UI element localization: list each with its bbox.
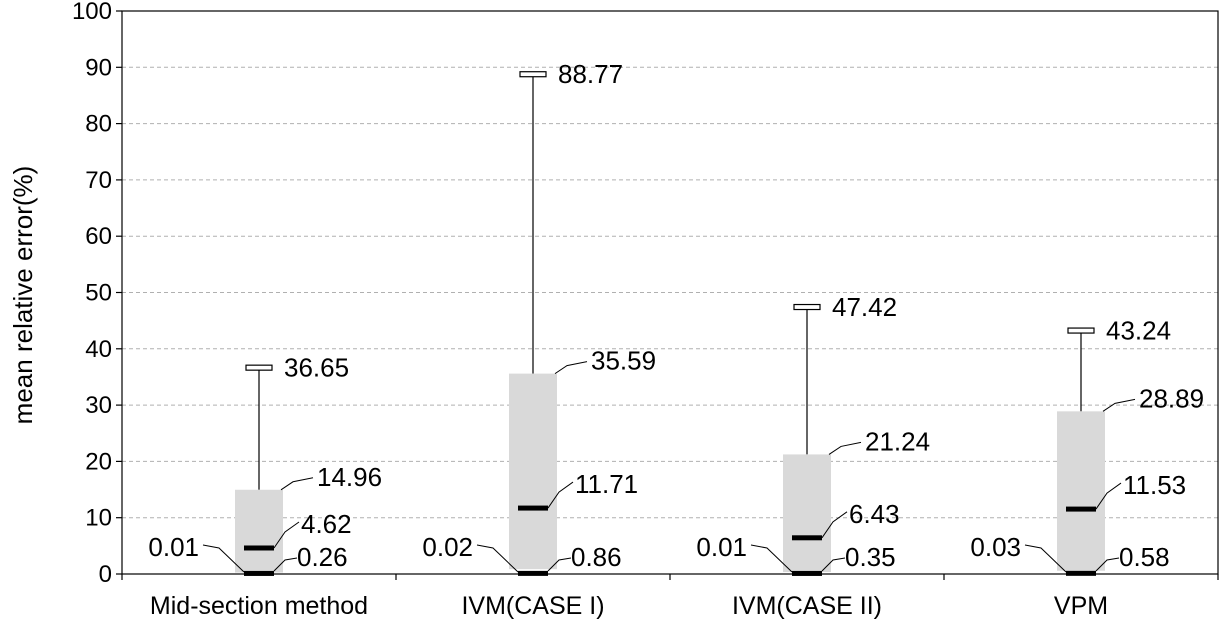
q3-value-label: 14.96: [317, 462, 382, 492]
q1-value-label: 0.26: [297, 542, 348, 572]
q3-value-label: 35.59: [591, 346, 656, 376]
y-tick-label: 40: [85, 336, 112, 363]
iqr-box: [509, 373, 557, 570]
median-marker: [518, 505, 548, 511]
box-series: [235, 71, 1105, 576]
y-tick-label: 30: [85, 392, 112, 419]
grid-lines: [122, 66, 1218, 519]
q3-leader-line: [1102, 398, 1136, 412]
median-value-label: 4.62: [301, 509, 352, 539]
min-marker: [518, 570, 548, 576]
y-tick-label: 80: [85, 111, 112, 138]
median-marker: [792, 535, 822, 541]
median-leader-line: [1095, 482, 1122, 510]
median-leader-line: [273, 521, 300, 549]
x-category-label: Mid-section method: [150, 592, 368, 620]
median-value-label: 11.53: [1123, 470, 1186, 500]
min-marker: [1066, 570, 1096, 576]
y-tick-label: 0: [99, 561, 112, 588]
q1-leader-line: [1095, 557, 1120, 572]
y-tick-label: 90: [85, 54, 112, 81]
iqr-box: [783, 454, 831, 573]
y-axis-label: mean relative error(%): [8, 166, 38, 425]
max-cap: [519, 71, 547, 78]
y-tick-label: 10: [85, 505, 112, 532]
max-value-label: 43.24: [1106, 316, 1171, 346]
q1-leader-line: [273, 557, 298, 572]
y-tick-label: 60: [85, 223, 112, 250]
y-tick-label: 50: [85, 280, 112, 307]
iqr-box: [235, 489, 283, 573]
min-value-label: 0.02: [422, 532, 473, 562]
x-category-label: IVM(CASE II): [732, 592, 882, 620]
q1-value-label: 0.58: [1119, 542, 1170, 572]
median-marker: [244, 545, 274, 551]
max-cap: [793, 303, 821, 311]
q3-value-label: 21.24: [865, 426, 930, 456]
q1-value-label: 0.86: [571, 542, 622, 572]
min-leader-line: [750, 544, 793, 573]
q3-leader-line: [828, 441, 862, 455]
median-marker: [1066, 506, 1096, 512]
median-leader-line: [821, 511, 848, 539]
axes: 0 10 20 30 40 50 60 70 80 90 100 Mid-section method…: [72, 0, 1219, 620]
max-cap: [1067, 327, 1095, 334]
median-leader-line: [547, 481, 574, 509]
min-leader-line: [202, 544, 245, 573]
x-category-label: IVM(CASE I): [461, 592, 604, 620]
q1-leader-line: [547, 557, 572, 572]
min-value-label: 0.01: [148, 532, 199, 562]
x-category-label: VPM: [1054, 592, 1108, 620]
y-tick-label: 70: [85, 167, 112, 194]
q3-value-label: 28.89: [1139, 383, 1204, 413]
y-tick-label: 20: [85, 448, 112, 475]
q1-leader-line: [821, 557, 846, 572]
annotation-labels: 36.65 14.96 4.620.26 0.01 88.77 35.59 11.71 0.8…: [148, 59, 1204, 573]
q3-leader-line: [554, 361, 588, 375]
iqr-box: [1057, 411, 1105, 571]
y-tick-label: 100: [72, 0, 112, 25]
min-value-label: 0.03: [970, 532, 1021, 562]
q3-leader-line: [280, 477, 314, 491]
min-value-label: 0.01: [696, 532, 747, 562]
q1-value-label: 0.35: [845, 542, 896, 572]
max-value-label: 88.77: [558, 59, 623, 89]
min-leader-line: [476, 544, 519, 573]
max-value-label: 36.65: [284, 353, 349, 383]
median-value-label: 11.71: [575, 469, 638, 499]
max-cap: [245, 364, 273, 371]
max-value-label: 47.42: [832, 292, 897, 322]
median-value-label: 6.43: [849, 499, 900, 529]
min-leader-line: [1024, 544, 1067, 573]
